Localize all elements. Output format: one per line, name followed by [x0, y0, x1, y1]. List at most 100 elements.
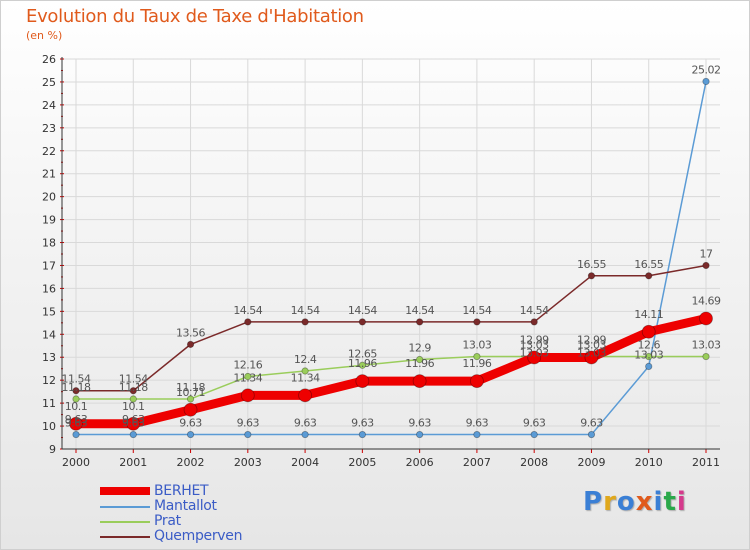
- point-quemperven: [301, 318, 309, 326]
- point-mantallot: [702, 77, 710, 86]
- point-quemperven: [244, 318, 252, 326]
- proxiti-logo: Proxiti: [583, 487, 687, 517]
- data-label-mantallot: 9.63: [179, 417, 202, 430]
- data-label-berhet: 10.71: [176, 386, 205, 399]
- legend-label-quemperven: Quemperven: [154, 528, 243, 544]
- data-label-quemperven: 17: [700, 247, 713, 260]
- data-label-quemperven: 14.54: [405, 304, 434, 317]
- y-tick-label: 10: [42, 420, 56, 433]
- data-label-berhet: 12.99: [577, 333, 606, 346]
- logo-letter: i: [676, 487, 687, 517]
- y-tick-label: 17: [42, 259, 56, 272]
- y-tick-label: 11: [42, 397, 56, 410]
- data-label-quemperven: 16.55: [634, 258, 663, 271]
- data-label-extra: 13.03: [520, 346, 549, 359]
- axes: 9 10 11 12 13 14 15 16 17 18 19 20 21 22 23 24 25 26 2000 2…: [42, 53, 720, 469]
- data-label-berhet: 11.96: [405, 357, 434, 370]
- data-label-prat: 12.16: [233, 359, 262, 372]
- y-tick-label: 16: [42, 282, 56, 295]
- legend-swatch-mantallot: [100, 506, 150, 508]
- data-label-quemperven: 11.54: [119, 373, 148, 386]
- point-mantallot: [587, 430, 596, 439]
- y-tick-label: 12: [42, 374, 56, 387]
- point-quemperven: [645, 272, 653, 280]
- series-line-berhet: [71, 313, 711, 429]
- point-prat: [186, 395, 195, 403]
- data-label-mantallot: 9.63: [466, 417, 489, 430]
- y-tick-label: 20: [42, 191, 56, 204]
- data-label-prat: 12.65: [348, 347, 377, 360]
- y-tick-label: 14: [42, 328, 56, 341]
- point-quemperven: [702, 261, 710, 270]
- point-berhet: [69, 416, 83, 431]
- data-label-mantallot: 25.02: [692, 63, 721, 76]
- data-label-berhet: 14.69: [692, 294, 721, 307]
- series-layer: [69, 77, 713, 439]
- data-label-mantallot: 9.63: [523, 417, 546, 430]
- legend-item-prat: Prat: [100, 513, 300, 530]
- legend-item-quemperven: Quemperven: [100, 528, 300, 545]
- data-label-berhet: 11.96: [348, 357, 377, 370]
- legend-label-berhet: BERHET: [154, 483, 209, 499]
- data-label-prat: 12.6: [637, 339, 660, 352]
- y-tick-label: 23: [42, 122, 56, 135]
- point-berhet: [355, 374, 370, 388]
- data-label-mantallot: 9.63: [122, 417, 145, 430]
- data-label-mantallot: 9.63: [351, 417, 374, 430]
- unit-label: (en %): [26, 29, 63, 42]
- point-quemperven: [129, 387, 137, 395]
- point-prat: [72, 395, 80, 403]
- data-label-prat: 11.18: [119, 381, 148, 394]
- point-berhet: [641, 324, 656, 339]
- data-label-quemperven: 14.54: [348, 304, 377, 317]
- data-label-quemperven: 14.54: [291, 304, 320, 317]
- point-mantallot: [186, 430, 195, 439]
- data-label-quemperven: 13.56: [176, 326, 205, 339]
- point-quemperven: [530, 318, 538, 326]
- data-label-quemperven: 11.54: [62, 373, 91, 386]
- x-tick-label: 2001: [119, 456, 147, 469]
- point-berhet: [183, 402, 198, 417]
- point-mantallot: [530, 430, 538, 439]
- x-tick-label: 2010: [635, 456, 663, 469]
- data-label-prat: 12.9: [408, 342, 431, 355]
- point-berhet: [699, 311, 713, 326]
- logo-letter: o: [616, 487, 636, 517]
- y-tick-label: 9: [49, 443, 56, 456]
- point-berhet: [584, 350, 599, 365]
- data-label-berhet: 10.1: [122, 400, 145, 413]
- x-tick-label: 2006: [406, 456, 434, 469]
- data-label-berhet: 11.34: [291, 371, 320, 384]
- y-tick-label: 24: [42, 99, 56, 112]
- logo-letter: P: [583, 487, 604, 517]
- legend-swatch-berhet: [100, 487, 150, 495]
- point-berhet: [240, 388, 255, 403]
- y-tick-label: 13: [42, 351, 56, 364]
- point-prat: [645, 352, 653, 361]
- point-prat: [244, 372, 252, 381]
- logo-letter: x: [635, 487, 654, 517]
- y-tick-label: 19: [42, 214, 56, 227]
- x-tick-label: 2002: [177, 456, 205, 469]
- data-label-prat: 13.03: [520, 339, 549, 352]
- x-tick-label: 2011: [692, 456, 720, 469]
- point-prat: [358, 361, 366, 369]
- data-label-berhet: 11.96: [462, 357, 491, 370]
- series-line-mantallot: [75, 80, 707, 436]
- point-mantallot: [416, 430, 424, 439]
- point-prat: [301, 367, 309, 375]
- x-tick-label: 2005: [348, 456, 376, 469]
- data-label-prat: 11.18: [62, 381, 91, 394]
- data-label-mantallot: 9.63: [408, 417, 431, 430]
- point-quemperven: [358, 318, 366, 326]
- point-prat: [416, 355, 424, 364]
- point-mantallot: [129, 430, 137, 439]
- point-prat: [473, 352, 481, 361]
- y-tick-label: 26: [42, 53, 56, 66]
- data-label-mantallot: 9.63: [580, 417, 603, 430]
- point-mantallot: [358, 430, 366, 439]
- point-quemperven: [72, 387, 80, 395]
- data-label-berhet: 14.11: [634, 308, 663, 321]
- point-quemperven: [416, 318, 424, 326]
- data-label-extra: 9.63: [65, 413, 88, 426]
